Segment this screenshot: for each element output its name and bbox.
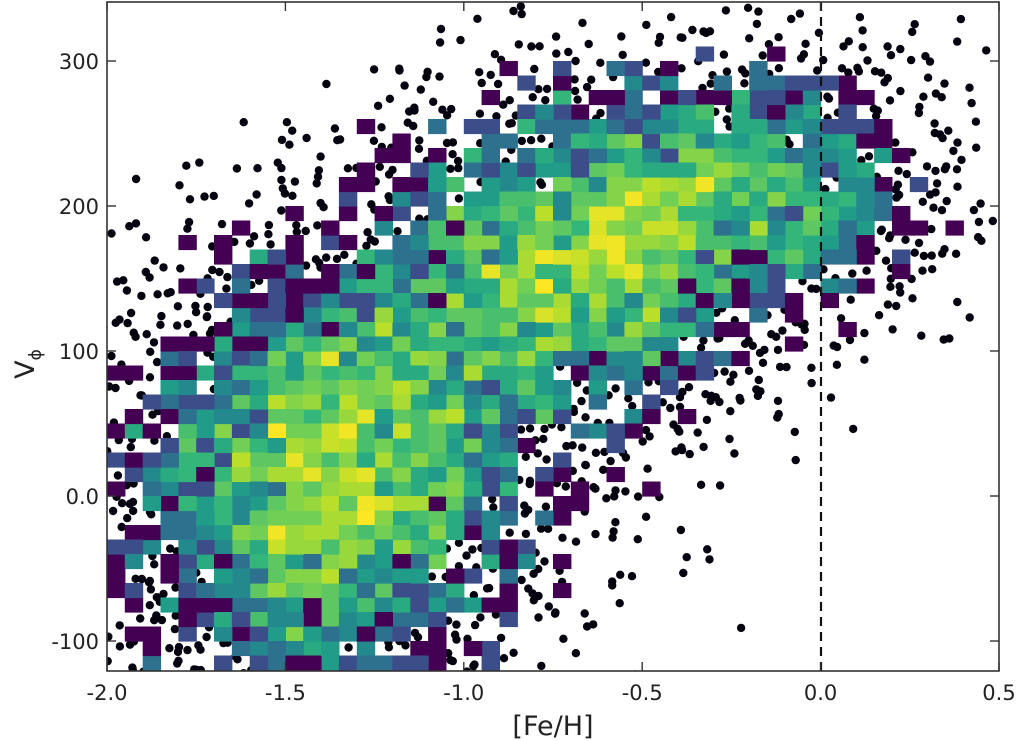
y-axis-ticks: -100 0.0 100 200 300	[51, 50, 999, 654]
y-axis-label-sub: ϕ	[26, 349, 46, 360]
y-tick-label: -100	[51, 630, 99, 654]
y-tick-label: 0.0	[66, 485, 99, 509]
x-tick-label: -1.5	[265, 681, 306, 705]
x-tick-label: -2.0	[87, 681, 128, 705]
x-tick-label: -1.0	[443, 681, 484, 705]
x-tick-label: -0.5	[622, 681, 663, 705]
y-tick-label: 100	[59, 340, 99, 364]
density-heatmap	[107, 46, 964, 671]
y-axis-label-main: V	[10, 360, 41, 379]
x-tick-label: 0.0	[804, 681, 837, 705]
y-tick-label: 200	[59, 195, 99, 219]
plot-frame	[106, 1, 1000, 672]
y-axis-label: Vϕ	[10, 349, 46, 379]
plot-area	[107, 2, 999, 671]
svg-text:Vϕ: Vϕ	[10, 349, 46, 379]
x-tick-label: 0.5	[982, 681, 1015, 705]
x-axis-ticks: -2.0 -1.5 -1.0 -0.5 0.0 0.5	[87, 2, 1016, 705]
y-tick-label: 300	[59, 50, 99, 74]
x-axis-label: [Fe/H]	[512, 711, 593, 741]
